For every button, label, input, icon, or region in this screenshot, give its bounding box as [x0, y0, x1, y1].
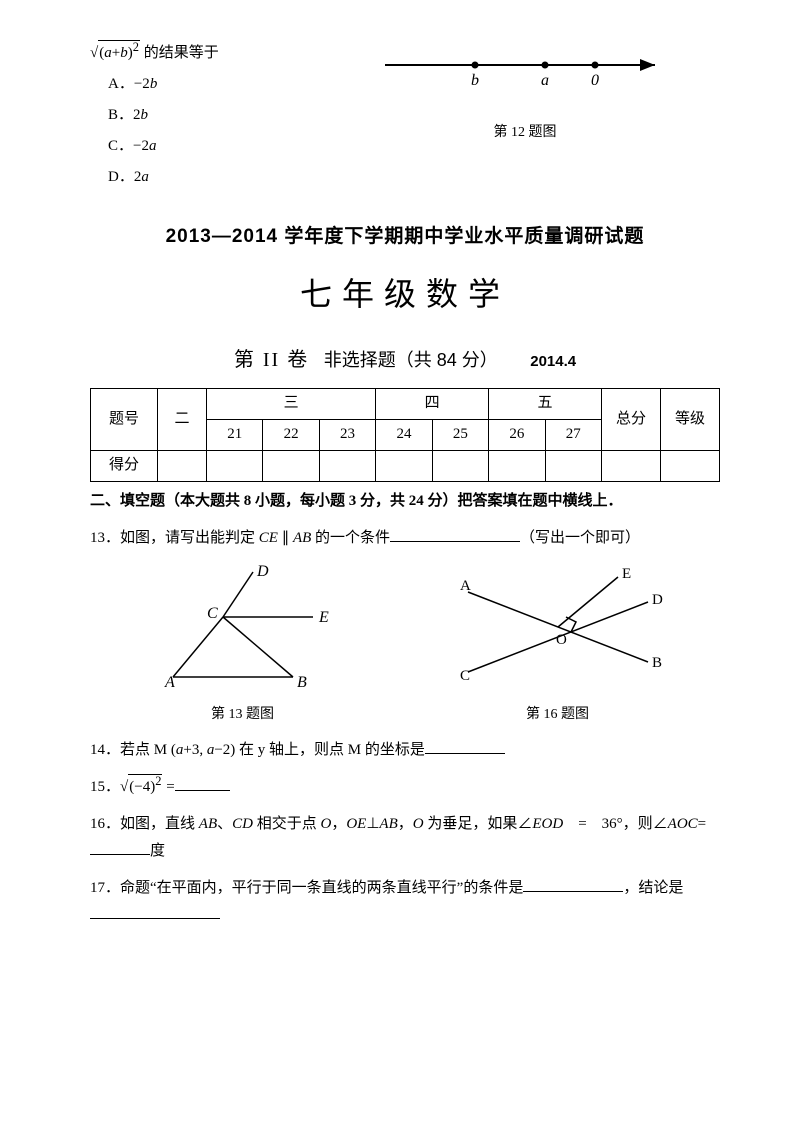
th-grade: 等级 [661, 388, 720, 450]
th-27: 27 [545, 419, 601, 450]
q12-option-d: D．2a [108, 164, 290, 191]
th-26: 26 [489, 419, 545, 450]
numline-b: b [471, 72, 479, 89]
q12-stem: √(a+b)2 的结果等于 [90, 40, 290, 67]
row-score-label: 得分 [91, 450, 158, 481]
svg-text:E: E [318, 609, 329, 626]
svg-text:A: A [164, 674, 175, 691]
numline-a: a [541, 72, 549, 89]
q12-radicand: (a+b)2 [98, 40, 140, 61]
th-22: 22 [263, 419, 319, 450]
exam-title: 2013—2014 学年度下学期期中学业水平质量调研试题 [90, 220, 720, 254]
svg-text:A: A [460, 578, 471, 594]
numline-0: 0 [591, 72, 599, 89]
svg-text:O: O [556, 632, 567, 648]
th-5: 五 [489, 388, 602, 419]
q16-blank [90, 839, 150, 855]
score-cell [158, 450, 207, 481]
score-table: 题号 二 三 四 五 总分 等级 21 22 23 24 25 26 27 得分 [90, 388, 720, 482]
svg-text:D: D [256, 563, 269, 580]
exam-date: 2014.4 [530, 353, 576, 370]
q12-option-b: B．2b [108, 102, 290, 129]
score-cell [545, 450, 601, 481]
q12-option-a: A．−2b [108, 71, 290, 98]
figures-row: A B C D E 第 13 题图 A B C D E [90, 562, 720, 727]
score-cell [661, 450, 720, 481]
q12-option-c: C．−2a [108, 133, 290, 160]
volume-row: 第 II 卷 非选择题（共 84 分） 2014.4 [90, 342, 720, 378]
svg-text:C: C [460, 668, 470, 684]
q16-figure: A B C D E O 第 16 题图 [448, 562, 668, 727]
score-cell [376, 450, 432, 481]
exam-subject: 七年级数学 [90, 266, 720, 324]
sqrt-sign: √ [90, 45, 98, 61]
svg-text:C: C [207, 605, 218, 622]
th-3: 三 [207, 388, 376, 419]
th-total: 总分 [602, 388, 661, 450]
svg-text:B: B [297, 674, 307, 691]
score-cell [207, 450, 263, 481]
score-cell [319, 450, 375, 481]
th-label: 题号 [91, 388, 158, 450]
q17-blank1 [523, 876, 623, 892]
q14-blank [425, 738, 505, 754]
q16-fig-caption: 第 16 题图 [448, 702, 668, 727]
q14: 14．若点 M (a+3, a−2) 在 y 轴上，则点 M 的坐标是 [90, 737, 720, 764]
q13-fig-caption: 第 13 题图 [143, 702, 343, 727]
th-2: 二 [158, 388, 207, 450]
svg-text:B: B [652, 655, 662, 671]
score-cell [602, 450, 661, 481]
q13-figure: A B C D E 第 13 题图 [143, 562, 343, 727]
th-21: 21 [207, 419, 263, 450]
th-25: 25 [432, 419, 488, 450]
q17-blank2 [90, 903, 220, 919]
score-cell [489, 450, 545, 481]
q12-row: √(a+b)2 的结果等于 A．−2b B．2b C．−2a D．2a [90, 40, 720, 195]
th-4: 四 [376, 388, 489, 419]
q12-stem-post: 的结果等于 [140, 45, 219, 61]
q16: 16．如图，直线 AB、CD 相交于点 O，OE⊥AB，O 为垂足，如果∠EOD… [90, 811, 720, 865]
volume-label: 第 II 卷 [234, 349, 309, 371]
score-cell [432, 450, 488, 481]
q15-blank [175, 775, 230, 791]
svg-text:E: E [622, 566, 631, 582]
section2-heading: 二、填空题（本大题共 8 小题，每小题 3 分，共 24 分）把答案填在题中横线… [90, 488, 720, 515]
th-23: 23 [319, 419, 375, 450]
svg-text:D: D [652, 592, 663, 608]
q13-blank [390, 526, 520, 542]
q12-numberline: b a 0 第 12 题图 [375, 40, 675, 145]
score-cell [263, 450, 319, 481]
q12-fig-caption: 第 12 题图 [375, 120, 675, 145]
q15: 15．√(−4)2 = [90, 774, 720, 801]
th-24: 24 [376, 419, 432, 450]
q12-options: A．−2b B．2b C．−2a D．2a [108, 71, 290, 191]
q17: 17．命题“在平面内，平行于同一条直线的两条直线平行”的条件是，结论是 [90, 875, 720, 929]
q13: 13．如图，请写出能判定 CE ∥ AB 的一个条件（写出一个即可） [90, 525, 720, 552]
volume-sub: 非选择题（共 84 分） [324, 350, 498, 370]
